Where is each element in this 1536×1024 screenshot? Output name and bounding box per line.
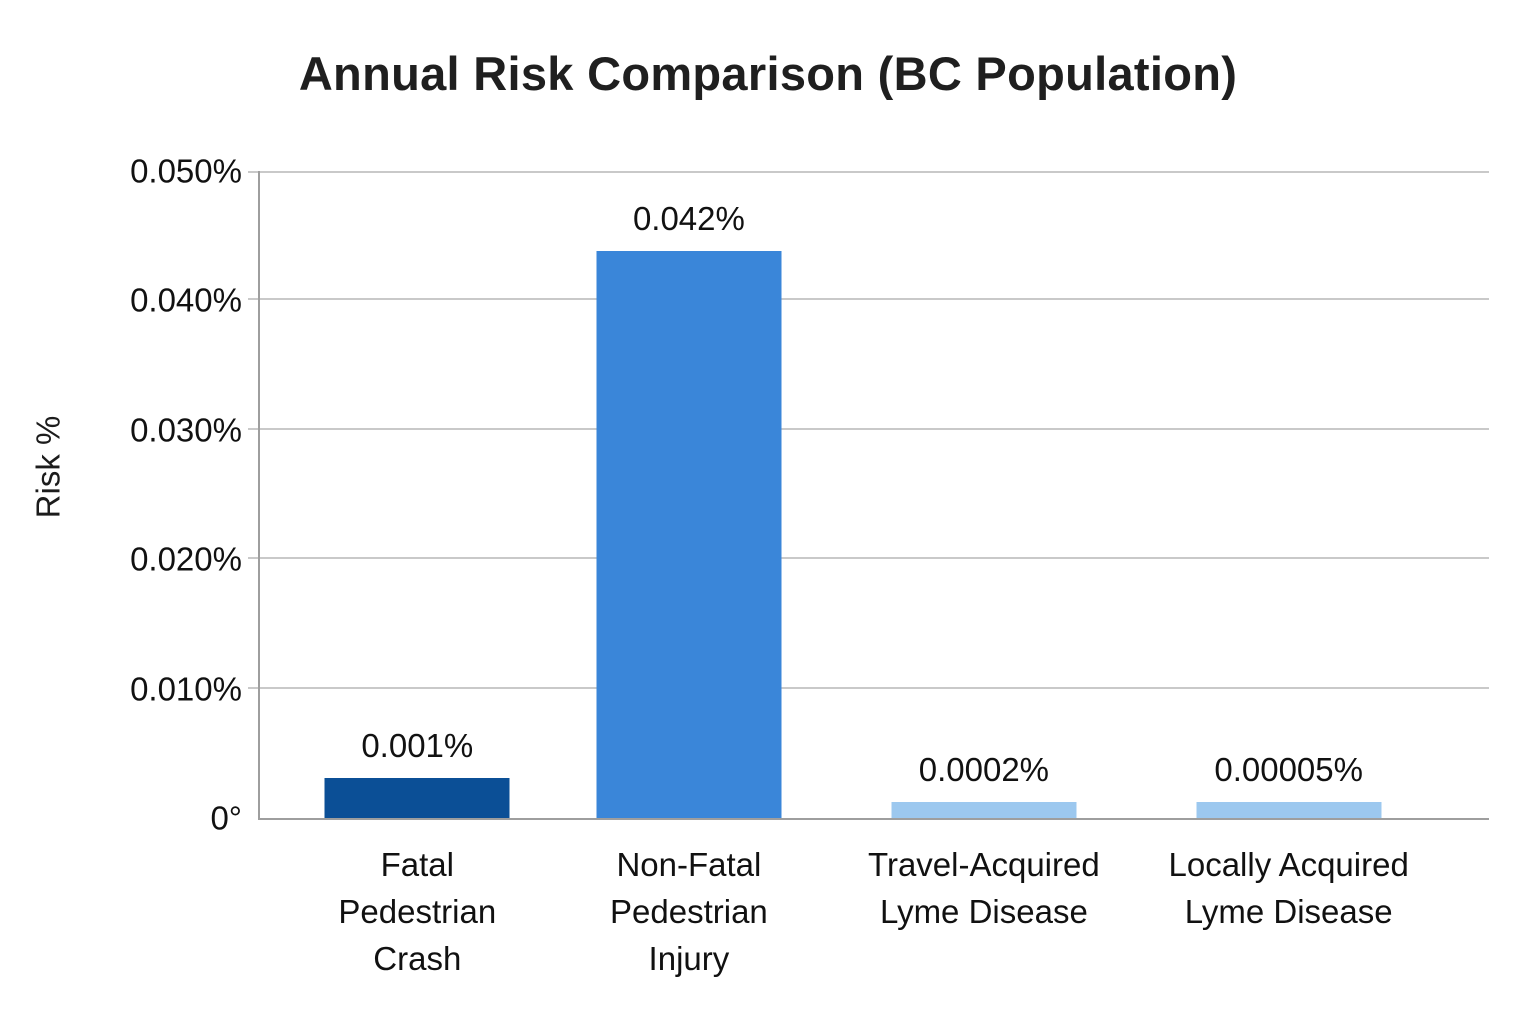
y-axis-tick-label: 0.040%: [130, 281, 242, 319]
bar-value-label: 0.001%: [361, 726, 474, 764]
gridline: [260, 171, 1489, 173]
y-axis-title-text: Risk %: [29, 415, 66, 519]
bar: [1196, 801, 1382, 818]
bar: [324, 777, 510, 818]
bar-value-label: 0.042%: [632, 200, 745, 238]
y-axis-tick-label: 0.050%: [130, 152, 242, 190]
category-label: Non-Fatal Pedestrian Injury: [509, 842, 869, 983]
category-label-line: Lyme Disease: [1184, 892, 1393, 930]
bar: [596, 251, 782, 818]
gridline: [260, 298, 1489, 301]
y-axis-tick: [248, 557, 258, 560]
plot-area: 0° 0.010% 0.020% 0.030% 0.040% 0.050% 0.001% Fa…: [130, 155, 1489, 977]
category-label-line: Non-Fatal: [616, 846, 762, 883]
y-axis-tick-label: 0.030%: [130, 411, 242, 449]
y-axis-tick-label: 0°: [210, 799, 242, 837]
y-axis-tick: [248, 427, 258, 430]
bar-value-label: 0.00005%: [1214, 750, 1363, 788]
category-label-line: Lyme Disease: [879, 892, 1088, 930]
chart-title: Annual Risk Comparison (BC Population): [298, 47, 1238, 100]
y-axis-tick: [248, 686, 258, 689]
gridline: [260, 686, 1489, 689]
y-axis-tick-label: 0.010%: [130, 670, 242, 708]
category-label: Travel-Acquired Lyme Disease: [804, 842, 1164, 936]
category-label-line: Injury: [648, 939, 730, 977]
y-axis-title: Risk %: [26, 171, 70, 763]
bar: [891, 801, 1077, 818]
category-label-line: Fatal: [380, 846, 454, 883]
y-axis-tick-label: 0.020%: [130, 540, 242, 578]
gridline: [260, 557, 1489, 560]
category-label: Fatal Pedestrian Crash: [237, 842, 597, 983]
category-label-line: Pedestrian: [338, 892, 497, 930]
bar-value-label: 0.0002%: [918, 750, 1050, 788]
category-label-line: Locally Acquired: [1168, 846, 1409, 883]
category-label-line: Pedestrian: [610, 892, 768, 930]
category-label: Locally Acquired Lyme Disease: [1109, 842, 1469, 936]
gridline: [260, 427, 1489, 430]
category-label-line: Crash: [373, 939, 462, 977]
y-axis-tick: [248, 171, 258, 173]
y-axis-tick: [248, 298, 258, 301]
category-label-line: Travel-Acquired: [868, 846, 1100, 883]
